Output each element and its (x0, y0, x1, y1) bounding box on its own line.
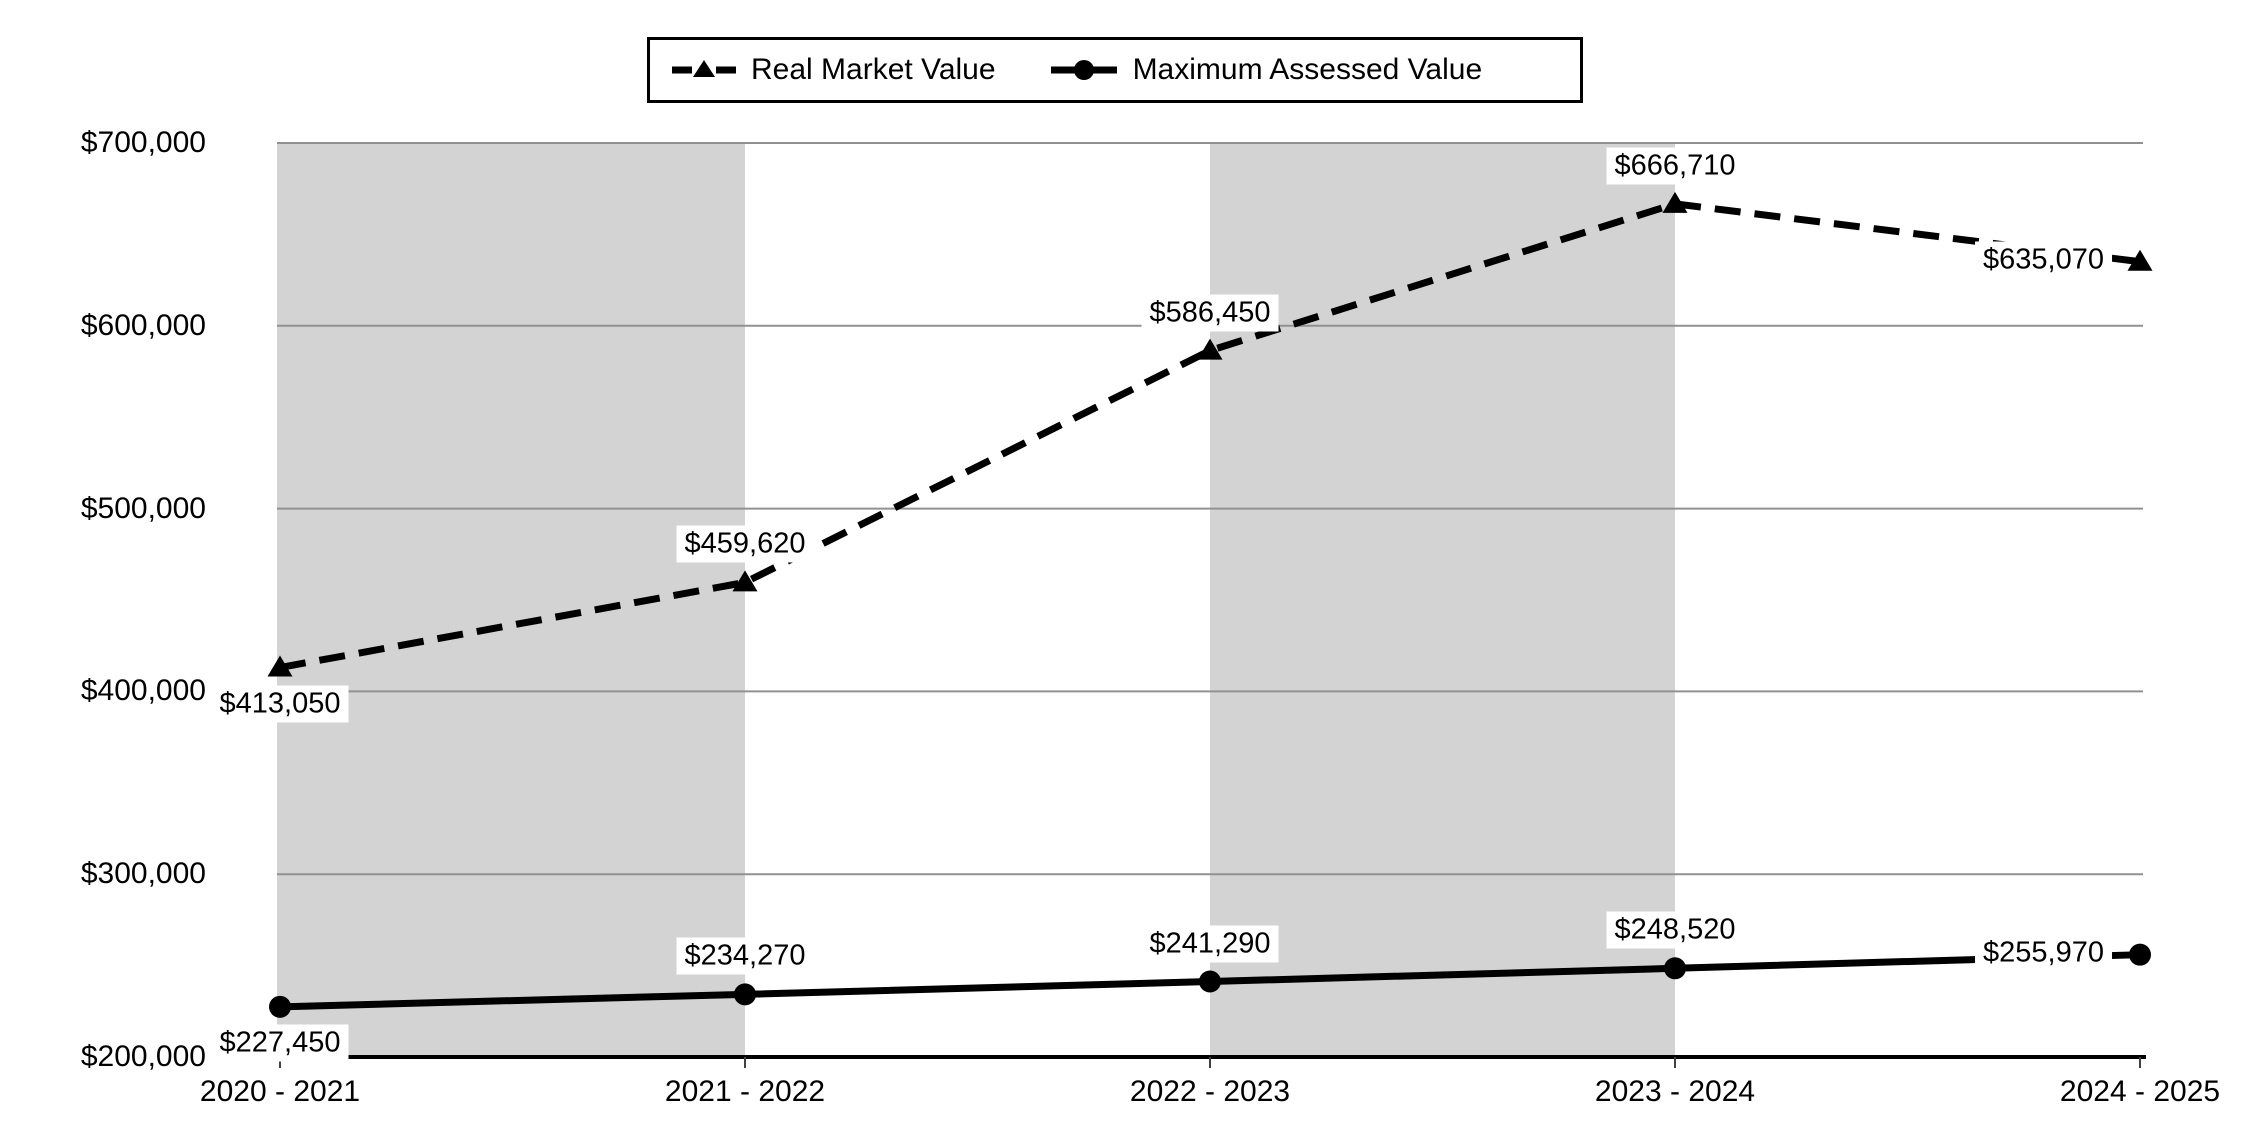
y-tick-label: $700,000 (80, 126, 206, 159)
data-label: $635,070 (1975, 241, 2112, 279)
legend: Real Market Value Maximum Assessed Value (647, 37, 1583, 103)
data-label: $666,710 (1606, 147, 1744, 185)
y-tick-label: $400,000 (80, 674, 206, 708)
circle-marker (1199, 970, 1221, 993)
triangle-marker (1197, 338, 1223, 360)
circle-marker (269, 995, 291, 1018)
data-label: $234,270 (676, 937, 814, 975)
y-tick-label: $500,000 (80, 491, 206, 525)
y-tick-label: $200,000 (80, 1040, 206, 1073)
data-label: $459,620 (676, 525, 814, 563)
triangle-marker (267, 655, 293, 677)
data-label: $248,520 (1606, 911, 1744, 949)
legend-label-maximum-assessed-value: Maximum Assessed Value (1132, 53, 1483, 86)
legend-entry-real-market-value: Real Market Value (672, 53, 996, 87)
legend-label-real-market-value: Real Market Value (751, 53, 996, 86)
data-label: $227,450 (211, 1024, 349, 1062)
x-tick-label: 2023 - 2024 (1594, 1075, 1756, 1108)
data-label: $255,970 (1975, 934, 2112, 972)
x-tick-label: 2024 - 2025 (2059, 1075, 2221, 1108)
x-tick-label: 2021 - 2022 (664, 1075, 826, 1108)
y-tick-label: $600,000 (80, 308, 206, 342)
solid-circle-legend-marker-icon (1050, 60, 1117, 80)
triangle-marker (2127, 249, 2153, 271)
triangle-marker (732, 570, 758, 592)
x-tick-label: 2020 - 2021 (199, 1075, 361, 1108)
circle-marker (2129, 943, 2151, 966)
dashed-triangle-legend-marker-icon (672, 60, 736, 77)
legend-entry-maximum-assessed-value: Maximum Assessed Value (1050, 53, 1483, 87)
x-tick-label: 2022 - 2023 (1129, 1075, 1291, 1108)
circle-marker (734, 983, 756, 1006)
data-label: $586,450 (1141, 294, 1279, 332)
y-tick-label: $300,000 (80, 857, 206, 891)
triangle-marker (1662, 191, 1688, 213)
circle-marker (1664, 957, 1686, 980)
plot-band (1210, 143, 1675, 1057)
plot-band (277, 143, 745, 1057)
data-label: $241,290 (1141, 925, 1279, 963)
data-label: $413,050 (211, 685, 349, 723)
